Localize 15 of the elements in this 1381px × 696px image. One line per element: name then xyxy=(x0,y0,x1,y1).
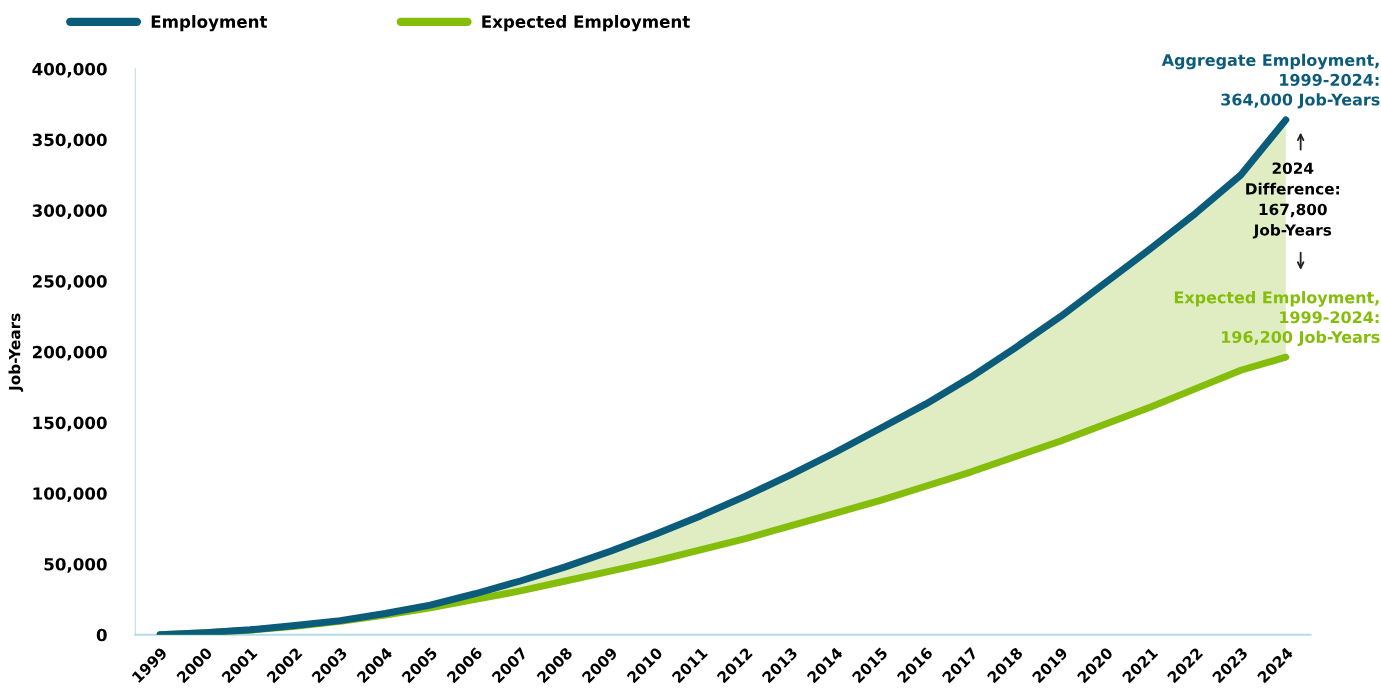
y-tick-label: 100,000 xyxy=(33,487,107,502)
annotation: Expected Employment, 1999-2024: 196,200 Job-Years xyxy=(1174,291,1380,346)
y-tick-label: 250,000 xyxy=(32,275,107,290)
y-axis-title: Job-Years xyxy=(8,313,24,392)
annotation: Aggregate Employment, 1999-2024: 364,000 Job-Years xyxy=(1161,53,1380,109)
y-tick-label: 0 xyxy=(96,628,107,642)
y-tick-label: 300,000 xyxy=(32,204,107,220)
legend-label: Expected Employment xyxy=(482,15,690,32)
y-tick-label: 350,000 xyxy=(32,133,107,149)
annotation: 2024 Difference: 167,800 Job-Years xyxy=(1246,162,1339,239)
y-tick-label: 50,000 xyxy=(44,557,107,573)
y-tick-label: 150,000 xyxy=(33,416,107,432)
y-tick-label: 400,000 xyxy=(32,62,107,78)
y-tick-label: 200,000 xyxy=(32,345,107,361)
legend-label: Employment xyxy=(151,15,268,32)
